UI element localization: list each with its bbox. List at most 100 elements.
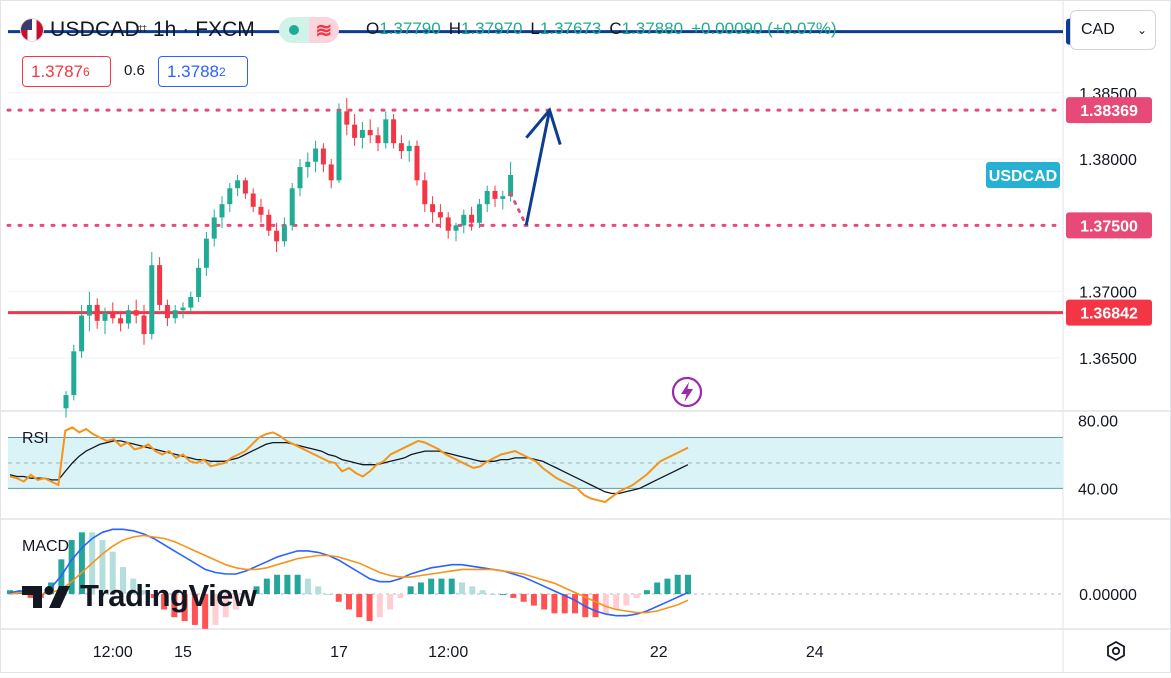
macd-histogram-bar[interactable] (346, 594, 352, 610)
macd-histogram-bar[interactable] (572, 594, 578, 614)
forecast-arrow-shaft[interactable] (524, 109, 552, 226)
candle-body[interactable] (422, 180, 428, 205)
candle-body[interactable] (79, 315, 85, 352)
macd-histogram-bar[interactable] (284, 574, 291, 595)
macd-histogram-bar[interactable] (510, 594, 517, 598)
macd-histogram-bar[interactable] (479, 590, 486, 595)
macd-histogram-bar[interactable] (407, 586, 414, 595)
macd-histogram-bar[interactable] (592, 594, 599, 618)
candle-body[interactable] (320, 148, 326, 165)
macd-histogram-bar[interactable] (99, 540, 106, 595)
candle-body[interactable] (406, 145, 412, 152)
macd-histogram-bar[interactable] (27, 594, 34, 598)
macd-histogram-bar[interactable] (263, 578, 270, 595)
macd-histogram-bar[interactable] (428, 578, 435, 595)
macd-histogram-bar[interactable] (120, 567, 126, 595)
macd-histogram-bar[interactable] (212, 594, 219, 625)
candle-body[interactable] (484, 190, 490, 205)
candle-body[interactable] (227, 188, 233, 205)
buy-price-button[interactable]: 1.3788 2 (158, 56, 248, 87)
candle-body[interactable] (196, 267, 202, 297)
macd-histogram-bar[interactable] (161, 594, 168, 610)
macd-histogram-bar[interactable] (253, 586, 260, 595)
candle-body[interactable] (461, 214, 467, 226)
candle-body[interactable] (328, 164, 334, 181)
candle-body[interactable] (258, 206, 264, 215)
candle-body[interactable] (375, 135, 381, 144)
macd-histogram-bar[interactable] (417, 582, 424, 595)
candle-body[interactable] (391, 119, 397, 144)
candle-body[interactable] (476, 204, 482, 223)
sell-price-button[interactable]: 1.3787 6 (22, 56, 111, 87)
macd-histogram-bar[interactable] (551, 594, 558, 614)
symbol-name[interactable]: USDCAD (50, 18, 140, 41)
macd-histogram-bar[interactable] (561, 594, 568, 614)
candle-body[interactable] (336, 111, 342, 181)
candle-body[interactable] (133, 310, 139, 316)
macd-histogram-bar[interactable] (633, 594, 640, 598)
macd-histogram-bar[interactable] (181, 594, 188, 622)
candle-body[interactable] (414, 145, 420, 181)
candle-body[interactable] (305, 161, 311, 168)
candle-body[interactable] (274, 230, 280, 242)
macd-histogram-bar[interactable] (109, 551, 116, 595)
currency-select[interactable]: CAD ⌄ (1070, 10, 1156, 50)
macd-line[interactable] (9, 528, 689, 617)
candle-body[interactable] (398, 143, 404, 152)
symbol-header[interactable]: USDCAD ⌗ 1h · FXCM ≋ (20, 14, 339, 46)
candle-body[interactable] (469, 214, 475, 223)
candle-body[interactable] (492, 190, 498, 199)
macd-histogram-bar[interactable] (130, 578, 137, 595)
candle-body[interactable] (149, 265, 155, 335)
candle-body[interactable] (180, 307, 186, 311)
candle-body[interactable] (297, 167, 303, 189)
macd-histogram-bar[interactable] (78, 532, 85, 595)
market-status-pill[interactable]: ≋ (278, 17, 339, 43)
candle-body[interactable] (242, 180, 248, 194)
candle-body[interactable] (219, 204, 225, 218)
macd-histogram-bar[interactable] (623, 594, 630, 606)
signal-line[interactable] (9, 534, 689, 614)
candle-body[interactable] (508, 175, 514, 197)
forecast-arrow-head[interactable] (525, 107, 562, 146)
macd-histogram-bar[interactable] (233, 594, 239, 610)
candle-body[interactable] (289, 188, 295, 226)
candle-body[interactable] (63, 395, 69, 409)
candle-body[interactable] (102, 312, 108, 321)
replay-wave-icon[interactable]: ≋ (308, 17, 339, 43)
tradingview-logo[interactable]: TradingView (22, 578, 257, 614)
macd-histogram-bar[interactable] (294, 574, 301, 595)
macd-histogram-bar[interactable] (68, 540, 75, 595)
macd-histogram-bar[interactable] (140, 590, 147, 595)
macd-histogram-bar[interactable] (520, 594, 527, 602)
macd-histogram-bar[interactable] (530, 594, 537, 606)
candle-body[interactable] (86, 304, 92, 316)
macd-histogram-bar[interactable] (643, 590, 650, 595)
lightning-icon[interactable] (670, 375, 704, 409)
macd-histogram-bar[interactable] (448, 578, 455, 595)
macd-histogram-bar[interactable] (654, 582, 661, 595)
macd-histogram-bar[interactable] (376, 594, 383, 618)
macd-histogram-bar[interactable] (674, 574, 681, 595)
candle-body[interactable] (141, 315, 147, 335)
chart-settings-button[interactable] (1100, 635, 1132, 667)
macd-histogram-bar[interactable] (500, 594, 507, 596)
macd-histogram-bar[interactable] (243, 594, 250, 598)
macd-histogram-bar[interactable] (356, 594, 363, 618)
macd-histogram-bar[interactable] (664, 578, 671, 595)
candle-body[interactable] (71, 351, 77, 396)
macd-histogram-bar[interactable] (366, 594, 373, 622)
macd-histogram-bar[interactable] (315, 586, 322, 595)
candle-body[interactable] (500, 196, 506, 199)
candle-body[interactable] (203, 238, 209, 268)
candle-body[interactable] (430, 204, 436, 213)
interval-label[interactable]: 1h (152, 18, 177, 41)
macd-histogram-bar[interactable] (397, 594, 404, 598)
candle-body[interactable] (445, 217, 451, 231)
candle-body[interactable] (359, 129, 365, 138)
macd-histogram-bar[interactable] (438, 578, 445, 595)
candle-body[interactable] (367, 129, 373, 136)
candle-body[interactable] (352, 124, 358, 138)
candle-body[interactable] (118, 318, 124, 324)
